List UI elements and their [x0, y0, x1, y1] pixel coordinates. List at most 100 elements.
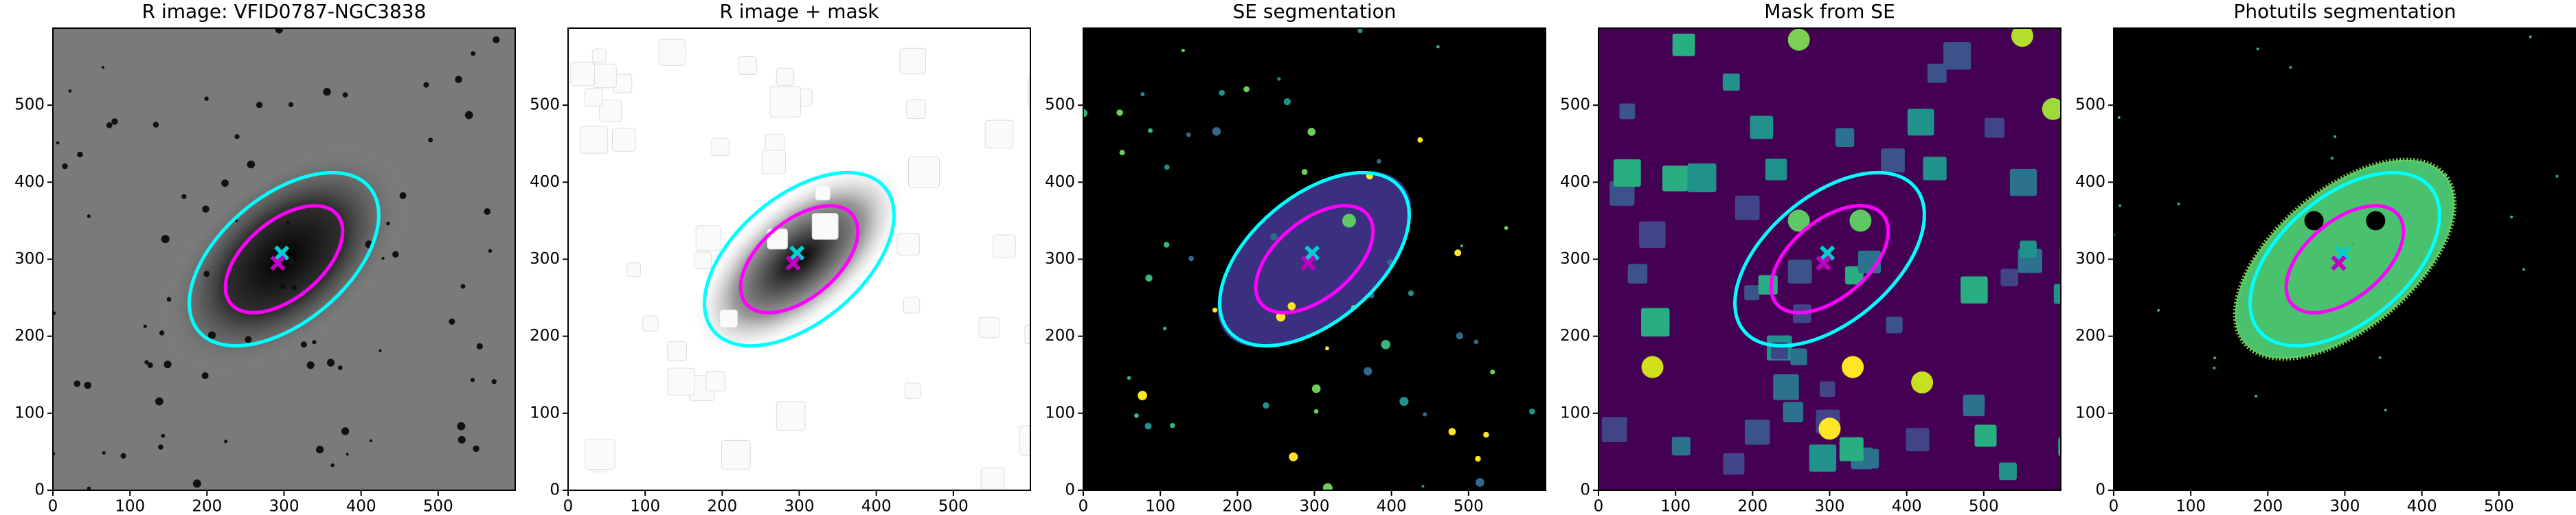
- x-tick-label: 100: [115, 498, 145, 515]
- mask-patch: [776, 401, 806, 431]
- segment-blob: [1357, 28, 1363, 34]
- segment-blob: [1448, 428, 1456, 436]
- mask-patch: [1819, 381, 1835, 398]
- mask-patch: [1943, 42, 1971, 70]
- segment-blob: [1529, 408, 1535, 415]
- mask-blob: [2011, 28, 2033, 47]
- segment-blob: [2330, 157, 2334, 160]
- star: [323, 88, 331, 96]
- y-tick-label: 300: [530, 250, 560, 268]
- segment-blob: [1263, 402, 1269, 409]
- segment-blob: [1116, 109, 1123, 116]
- star: [192, 479, 201, 488]
- star: [279, 282, 286, 290]
- segment-blob: [2529, 35, 2532, 38]
- mask-patch: [1687, 163, 1717, 192]
- y-tick-label: 0: [2095, 481, 2105, 499]
- star: [181, 194, 187, 199]
- mask-patch: [1609, 181, 1635, 206]
- y-tick-label: 100: [1560, 404, 1590, 422]
- star: [74, 380, 81, 387]
- mask-blob: [1787, 28, 1810, 51]
- mask-patch: [612, 128, 636, 152]
- x-tick-label: 400: [861, 498, 892, 515]
- center-marker: [270, 255, 286, 271]
- image: [53, 28, 515, 490]
- mask-patch: [1735, 195, 1760, 220]
- mask-patch: [1839, 437, 1864, 461]
- mask-patch: [1835, 128, 1855, 147]
- star: [312, 340, 317, 345]
- segment-blob: [2157, 308, 2160, 312]
- mask-patch: [1765, 159, 1787, 181]
- segment-blob: [1421, 485, 1425, 488]
- mask-patch: [592, 63, 617, 89]
- mask-patch: [1923, 157, 1947, 181]
- star: [326, 358, 335, 367]
- mask-patch: [769, 86, 802, 117]
- mask-patch: [2000, 268, 2018, 286]
- x-tick-label: 400: [2407, 498, 2437, 515]
- center-marker: [1816, 255, 1831, 271]
- segment-blob: [1083, 108, 1088, 117]
- star: [102, 450, 106, 455]
- x-tick-label: 500: [423, 498, 453, 515]
- panel-title: R image: VFID0787-NGC3838: [142, 0, 427, 23]
- star: [275, 28, 283, 34]
- star: [369, 439, 373, 443]
- star: [144, 360, 149, 365]
- segment-blob: [1475, 455, 1481, 462]
- y-tick-label: 0: [34, 481, 45, 499]
- star: [202, 205, 210, 213]
- segment-blob: [1127, 376, 1131, 380]
- star: [155, 397, 163, 406]
- mask-patch: [1744, 285, 1760, 301]
- star: [87, 486, 91, 490]
- mask-patch: [993, 234, 1016, 258]
- star: [346, 453, 349, 456]
- mask-patch: [1790, 348, 1807, 365]
- star: [291, 284, 297, 290]
- center-marker: [789, 245, 805, 261]
- star: [111, 118, 118, 125]
- segment-blob: [1460, 244, 1464, 248]
- mask-patch: [591, 48, 607, 63]
- segment-blob: [1399, 396, 1409, 407]
- x-tick-label: 300: [2330, 498, 2360, 515]
- x-tick-label: 100: [630, 498, 660, 515]
- mask-patch: [905, 382, 921, 399]
- center-marker: [2331, 255, 2347, 271]
- segment-blob: [1212, 127, 1221, 136]
- mask-patch: [1963, 394, 1985, 417]
- mask-patch: [978, 317, 1000, 339]
- star: [399, 192, 407, 199]
- hole: [2304, 211, 2324, 231]
- y-tick-label: 500: [2075, 96, 2105, 114]
- panel-title: Photutils segmentation: [2233, 0, 2456, 23]
- x-tick-label: 100: [1660, 498, 1691, 515]
- star: [315, 446, 324, 454]
- star: [386, 221, 390, 226]
- star: [106, 122, 113, 128]
- mask-patch: [1961, 276, 1988, 304]
- mask-patch: [1927, 63, 1947, 83]
- mask-patch: [2020, 240, 2037, 258]
- mask-patch: [1984, 117, 2004, 138]
- segment-blob: [2510, 215, 2513, 218]
- x-tick-label: 400: [1377, 498, 1407, 515]
- mask-patch: [1999, 462, 2017, 481]
- mask-patch: [1886, 317, 1903, 334]
- segment-blob: [1422, 412, 1427, 417]
- star: [476, 343, 483, 350]
- star: [457, 435, 466, 444]
- segment-blob: [2119, 204, 2122, 207]
- segment-blob: [1313, 409, 1319, 414]
- x-tick-label: 300: [1815, 498, 1845, 515]
- y-tick-label: 200: [14, 327, 45, 345]
- star: [493, 36, 500, 44]
- panel-title: Mask from SE: [1764, 0, 1895, 23]
- star: [77, 151, 83, 158]
- image: [1598, 28, 2061, 490]
- segment-blob: [2255, 394, 2258, 398]
- x-tick-label: 200: [2252, 498, 2283, 515]
